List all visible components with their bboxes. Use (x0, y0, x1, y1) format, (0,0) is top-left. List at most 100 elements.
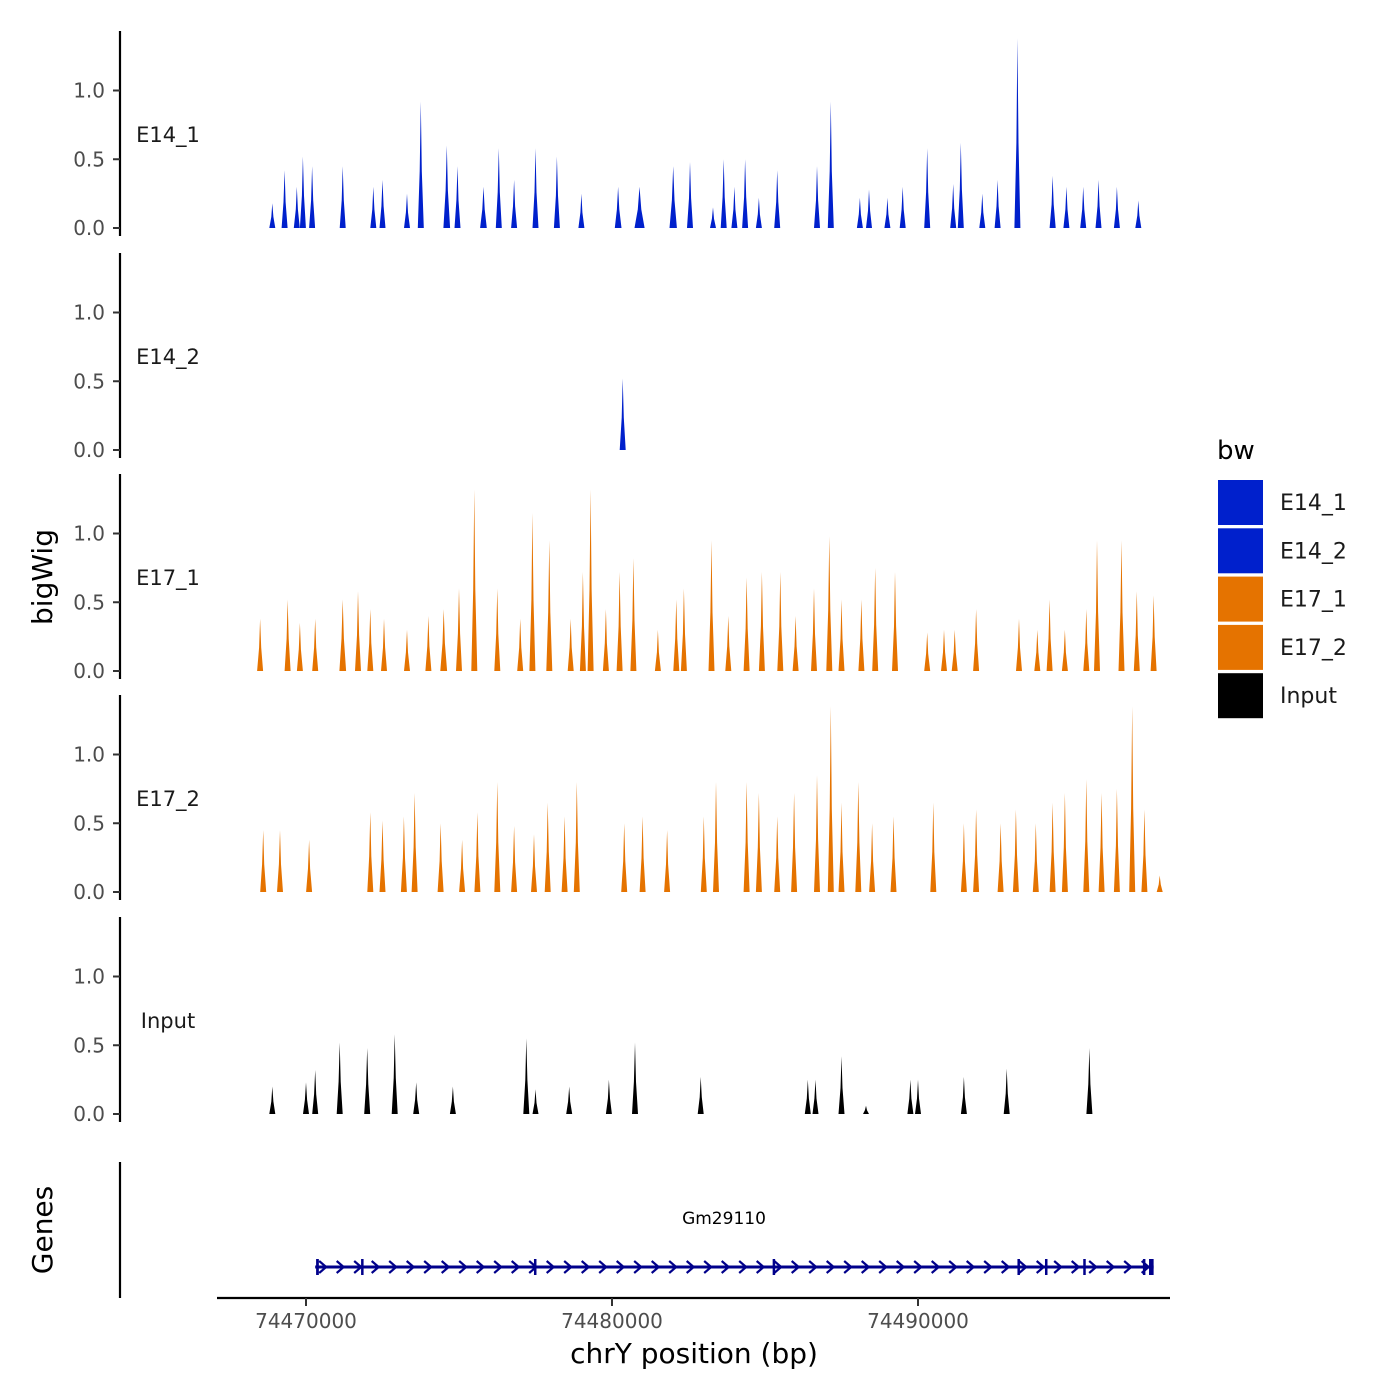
coverage-peak (774, 816, 781, 892)
coverage-peak (814, 166, 820, 228)
coverage-peak (494, 782, 501, 892)
coverage-peak (400, 816, 407, 892)
y-tick-label: 0.0 (73, 659, 105, 683)
coverage-peak (791, 793, 798, 892)
strand-arrow (808, 1260, 818, 1274)
coverage-peak (413, 1082, 420, 1114)
coverage-peak (1063, 186, 1070, 228)
coverage-peak (710, 207, 716, 228)
coverage-peak (605, 1079, 612, 1114)
y-tick-label: 0.5 (73, 811, 105, 835)
coverage-peak (417, 101, 424, 228)
coverage-peak (260, 830, 267, 892)
y-tick-label: 1.0 (73, 743, 105, 767)
y-tick-label: 0.5 (73, 590, 105, 614)
coverage-peak (404, 629, 410, 671)
coverage-peak (950, 184, 957, 228)
coverage-peak (381, 618, 387, 671)
coverage-peak (1133, 591, 1140, 671)
coverage-peak (1150, 595, 1157, 671)
coverage-peak (1032, 823, 1039, 892)
strand-arrow (458, 1260, 468, 1274)
coverage-peak (619, 378, 626, 450)
exon (361, 1259, 364, 1275)
coverage-peak (755, 793, 762, 892)
coverage-peak (915, 1079, 921, 1114)
coverage-peak (1061, 793, 1068, 892)
strand-arrow (1053, 1260, 1063, 1274)
coverage-peak (1098, 793, 1105, 892)
strand-arrow (1035, 1260, 1046, 1274)
legend-label: E17_2 (1280, 636, 1347, 661)
coverage-peak (811, 588, 817, 671)
coverage-peak (907, 1079, 914, 1114)
coverage-peak (930, 802, 937, 892)
coverage-peak (1049, 175, 1056, 228)
coverage-peak (1113, 788, 1120, 892)
coverage-peak (755, 197, 762, 228)
coverage-peak (517, 618, 524, 671)
gene-model (315, 1259, 1154, 1275)
strand-arrow (913, 1260, 923, 1274)
coverage-peak (1080, 186, 1087, 228)
coverage-peak (411, 793, 418, 892)
coverage-peak (669, 166, 677, 228)
coverage-peak (1129, 706, 1136, 892)
coverage-peak (680, 588, 687, 671)
coverage-peak (1113, 186, 1120, 228)
y-tick-label: 1.0 (73, 301, 105, 325)
coverage-peak (578, 193, 585, 228)
coverage-peak (856, 197, 863, 228)
coverage-peak (1156, 875, 1163, 892)
coverage-peak (277, 830, 283, 892)
coverage-peak (296, 622, 303, 671)
coverage-peak (960, 1076, 967, 1114)
coverage-peak (1095, 179, 1102, 228)
strand-arrow (965, 1260, 976, 1274)
coverage-peak (713, 782, 719, 892)
coverage-peak (838, 802, 845, 892)
coverage-peak (1083, 609, 1090, 671)
coverage-peak (814, 775, 820, 892)
track-e14_1: 0.0 0.5 1.0 E14_1 (73, 31, 1142, 240)
coverage-peak (1083, 779, 1090, 892)
coverage-peak (863, 1105, 869, 1114)
legend-label: E14_2 (1280, 539, 1347, 564)
coverage-peak (339, 599, 347, 671)
coverage-peak (774, 170, 781, 228)
y-tick-label: 1.0 (73, 79, 105, 103)
coverage-peak (664, 830, 671, 892)
coverage-peak (855, 782, 862, 892)
coverage-peak (303, 1082, 309, 1114)
strand-arrow (475, 1260, 486, 1274)
y-axis-title: bigWig (26, 529, 59, 625)
strand-arrow (720, 1260, 731, 1274)
y-tick-label: 0.0 (73, 1102, 105, 1126)
coverage-peak (566, 1086, 573, 1114)
x-tick-label: 74480000 (561, 1309, 663, 1333)
coverage-peak (957, 142, 964, 228)
strand-arrow (335, 1260, 346, 1274)
coverage-peak (792, 616, 799, 671)
strand-arrow (1105, 1260, 1116, 1274)
coverage-peak (425, 616, 432, 671)
coverage-peak (812, 1079, 819, 1114)
coverage-peak (890, 816, 897, 892)
coverage-peak (440, 609, 448, 671)
exon (533, 1259, 537, 1275)
coverage-peak (872, 567, 879, 671)
legend-swatch (1218, 673, 1263, 719)
coverage-peak (838, 1056, 845, 1114)
strand-arrow (930, 1260, 941, 1274)
coverage-tracks: 0.0 0.5 1.0 E14_1 0.0 0.5 1.0 E14_2 0.0 0.5 1.0 E17… (73, 31, 1163, 1126)
coverage-peak (339, 166, 346, 228)
coverage-peak (708, 540, 715, 671)
strand-arrow (423, 1260, 433, 1274)
coverage-peak (1135, 200, 1142, 228)
coverage-peak (480, 186, 487, 228)
coverage-peak (269, 1086, 276, 1114)
coverage-peak (743, 577, 750, 671)
exon (1142, 1259, 1146, 1275)
coverage-peak (758, 572, 765, 671)
genes-axis-title: Genes (26, 1186, 59, 1274)
